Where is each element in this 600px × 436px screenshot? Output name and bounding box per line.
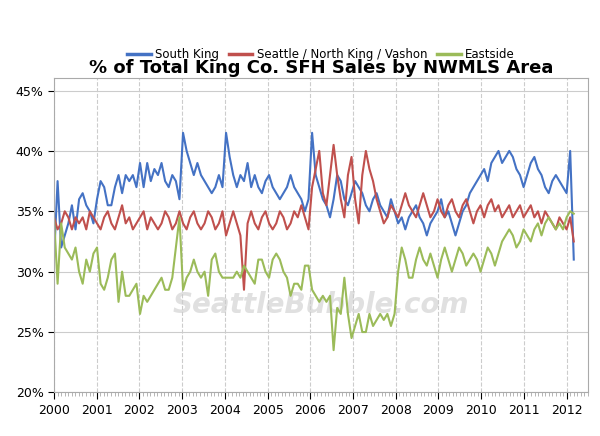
- Eastside: [330, 347, 337, 353]
- South King: [570, 257, 577, 262]
- Eastside: [570, 211, 577, 216]
- Seattle / North King / Vashon: [241, 287, 248, 293]
- Legend: South King, Seattle / North King / Vashon, Eastside: South King, Seattle / North King / Vasho…: [122, 44, 520, 66]
- Line: Eastside: Eastside: [54, 211, 574, 350]
- South King: [359, 191, 366, 196]
- South King: [112, 184, 119, 190]
- Seattle / North King / Vashon: [179, 221, 187, 226]
- Line: Seattle / North King / Vashon: Seattle / North King / Vashon: [54, 145, 574, 290]
- Eastside: [112, 251, 119, 256]
- South King: [179, 130, 187, 136]
- Eastside: [176, 215, 183, 220]
- Eastside: [566, 209, 574, 214]
- Seattle / North King / Vashon: [316, 148, 323, 153]
- Seattle / North King / Vashon: [362, 148, 370, 153]
- Seattle / North King / Vashon: [330, 142, 337, 147]
- Text: SeattleBubble.com: SeattleBubble.com: [173, 290, 469, 319]
- Seattle / North King / Vashon: [50, 215, 58, 220]
- Eastside: [50, 215, 58, 220]
- South King: [201, 178, 208, 184]
- South King: [50, 257, 58, 262]
- Line: South King: South King: [54, 133, 574, 259]
- Eastside: [197, 275, 205, 280]
- South King: [316, 184, 323, 190]
- Title: % of Total King Co. SFH Sales by NWMLS Area: % of Total King Co. SFH Sales by NWMLS A…: [89, 59, 553, 77]
- Seattle / North King / Vashon: [112, 227, 119, 232]
- Eastside: [312, 293, 319, 298]
- Seattle / North King / Vashon: [570, 239, 577, 244]
- Eastside: [179, 287, 187, 293]
- Eastside: [359, 330, 366, 335]
- South King: [176, 197, 183, 202]
- Seattle / North King / Vashon: [197, 227, 205, 232]
- South King: [183, 148, 190, 153]
- Seattle / North King / Vashon: [176, 209, 183, 214]
